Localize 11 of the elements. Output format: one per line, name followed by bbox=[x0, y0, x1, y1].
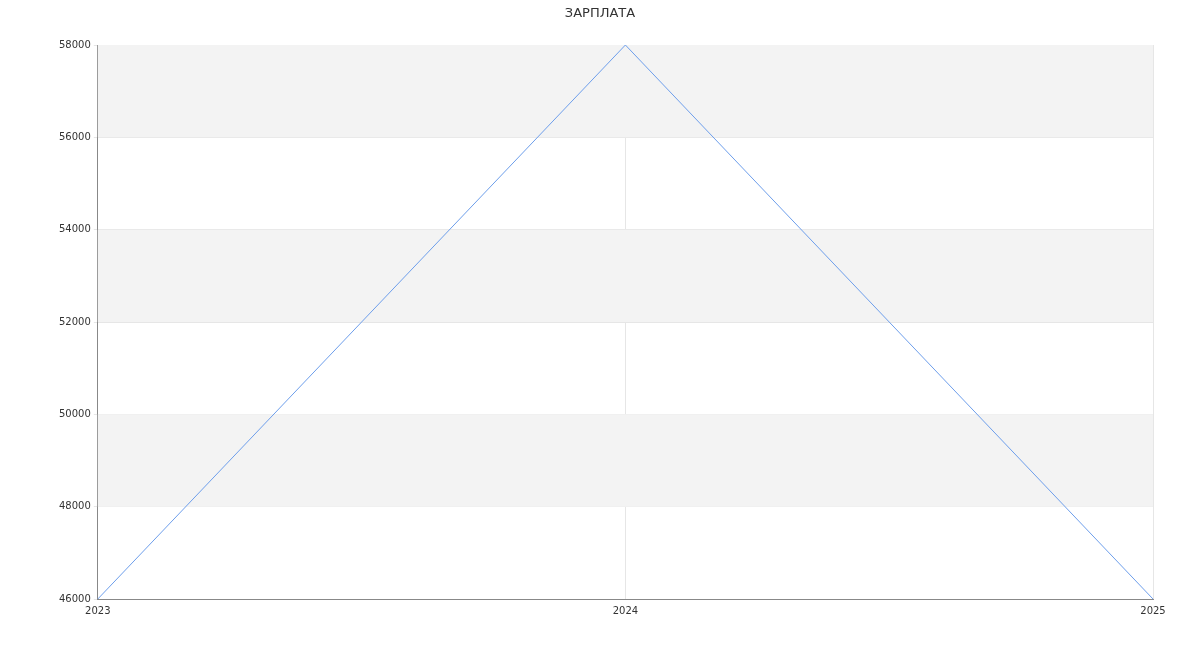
y-tick-label: 56000 bbox=[59, 130, 91, 142]
y-tick-label: 58000 bbox=[59, 38, 91, 50]
y-tick-label: 54000 bbox=[59, 223, 91, 235]
y-tick-label: 48000 bbox=[59, 500, 91, 512]
y-tick-label: 50000 bbox=[59, 407, 91, 419]
chart-title: ЗАРПЛАТА bbox=[563, 5, 637, 20]
y-tick-label: 46000 bbox=[59, 592, 91, 604]
x-tick-label: 2023 bbox=[85, 604, 111, 616]
x-tick-label: 2025 bbox=[1140, 604, 1166, 616]
x-tick-label: 2024 bbox=[612, 604, 639, 616]
y-tick-label: 52000 bbox=[59, 315, 91, 327]
